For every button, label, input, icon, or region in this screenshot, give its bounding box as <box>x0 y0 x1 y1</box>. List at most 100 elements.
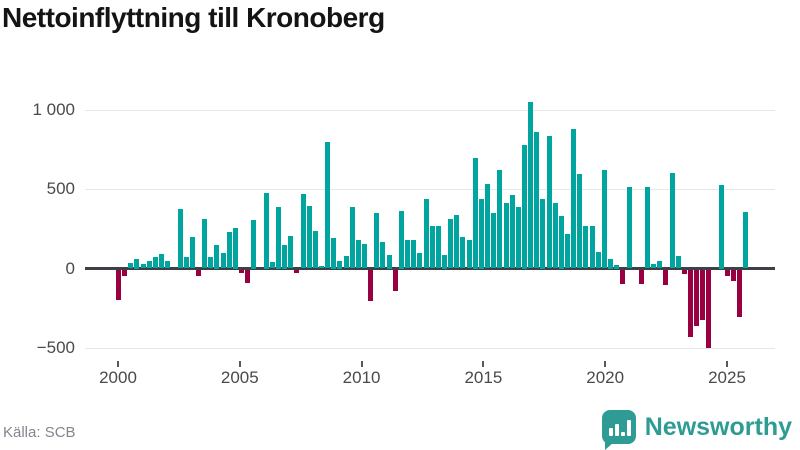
bar <box>528 101 533 269</box>
bar <box>245 270 251 283</box>
bar <box>472 158 478 269</box>
bar <box>571 129 577 269</box>
x-axis-tick-mark <box>117 361 119 367</box>
x-axis-tick-label: 2000 <box>99 368 137 387</box>
bar <box>189 236 195 269</box>
bar <box>491 212 497 269</box>
bar <box>552 203 558 269</box>
bar <box>435 226 441 269</box>
bar <box>620 270 626 284</box>
x-axis-tick-mark <box>238 361 241 367</box>
x-axis-tick-label: 2020 <box>586 368 625 387</box>
bar <box>626 187 632 269</box>
bar <box>614 264 620 269</box>
bar <box>214 244 220 269</box>
bar <box>343 255 349 269</box>
bar <box>466 239 472 269</box>
bar <box>417 252 423 269</box>
y-axis-tick-label: 500 <box>46 179 75 198</box>
bar <box>638 270 644 284</box>
bar <box>282 244 288 269</box>
bar <box>239 270 244 274</box>
bar <box>312 231 318 269</box>
bar <box>718 185 724 269</box>
bar <box>374 212 380 269</box>
zero-axis-line <box>85 267 775 270</box>
bar <box>288 235 294 269</box>
newsworthy-wordmark: Newsworthy <box>644 412 792 441</box>
bar <box>398 210 404 269</box>
bar <box>319 266 324 269</box>
bar <box>731 270 736 282</box>
bar <box>448 219 454 269</box>
bar <box>128 262 134 269</box>
bar <box>362 243 367 269</box>
bar <box>663 270 669 286</box>
bar <box>380 242 386 269</box>
bar <box>577 173 583 269</box>
bar <box>325 142 331 269</box>
bar <box>232 228 238 269</box>
x-axis-tick-mark <box>360 361 363 367</box>
bar <box>140 263 146 269</box>
bar <box>651 263 657 269</box>
bar <box>349 207 355 269</box>
bar <box>337 260 343 269</box>
bar <box>694 270 700 326</box>
bar <box>368 270 374 301</box>
bar <box>411 239 417 269</box>
bar <box>558 216 564 269</box>
bar <box>608 259 613 269</box>
bar <box>657 261 663 269</box>
y-axis-tick-label: 0 <box>65 258 75 278</box>
gridline <box>85 348 775 349</box>
x-axis-tick-label: 2010 <box>342 368 381 387</box>
chart-title: Nettoinflyttning till Kronoberg <box>2 2 385 33</box>
bar <box>595 251 601 269</box>
y-axis-tick-label: 1 000 <box>32 99 75 119</box>
bar <box>331 237 337 269</box>
bar <box>226 231 232 269</box>
bar <box>177 208 183 269</box>
x-axis-tick-label: 2025 <box>708 368 746 387</box>
gridline <box>85 109 775 111</box>
bar <box>183 256 189 269</box>
bar <box>478 198 484 269</box>
newsworthy-chart-bubble-icon <box>601 410 636 450</box>
newsworthy-logo[interactable]: Newsworthy <box>601 410 792 450</box>
bar <box>454 215 460 269</box>
bar <box>644 186 650 269</box>
bar <box>195 270 201 277</box>
bar <box>583 226 589 269</box>
bar <box>152 257 158 269</box>
bar <box>355 239 361 269</box>
bar <box>300 193 306 269</box>
bar <box>165 261 171 269</box>
bar <box>503 203 509 269</box>
bar <box>669 173 675 269</box>
bar <box>485 184 490 269</box>
bar <box>386 255 392 269</box>
bar <box>122 270 128 277</box>
bar <box>429 225 435 269</box>
x-axis-tick-mark <box>726 361 728 367</box>
bar <box>515 207 521 269</box>
bar <box>423 199 429 269</box>
bar <box>681 270 687 274</box>
bar <box>405 239 411 269</box>
bar <box>540 198 546 269</box>
bar <box>460 236 466 269</box>
y-axis-tick-label: −500 <box>36 338 75 357</box>
x-axis-tick-label: 2015 <box>464 368 503 387</box>
bar <box>116 270 121 301</box>
bar <box>269 262 275 269</box>
bar <box>546 135 552 269</box>
bar <box>442 255 447 269</box>
bar <box>294 270 300 274</box>
bar <box>565 234 570 269</box>
bar <box>534 131 540 269</box>
bar <box>208 256 214 269</box>
bar <box>743 212 749 269</box>
